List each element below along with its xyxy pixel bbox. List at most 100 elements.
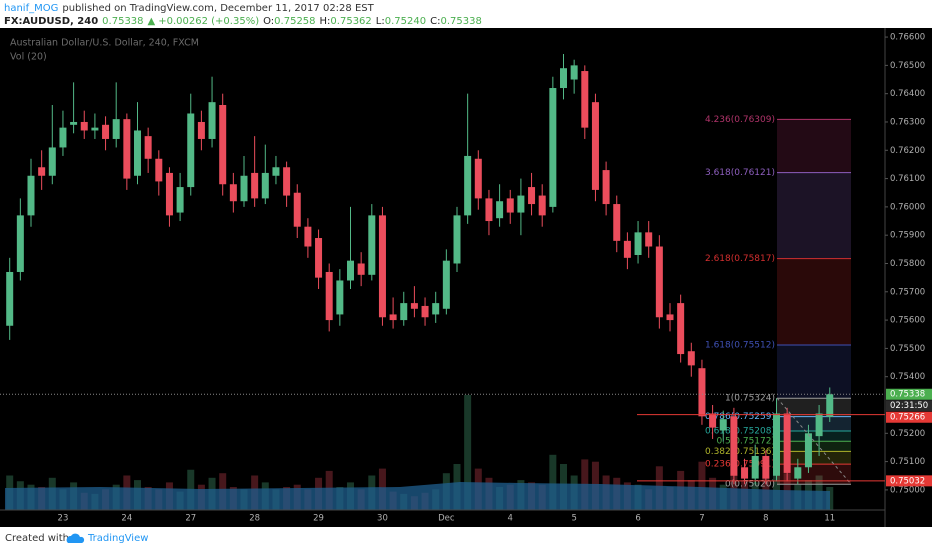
x-tick-label: 24 <box>121 514 132 524</box>
footer-brand[interactable]: TradingView <box>87 533 148 544</box>
candle-body <box>261 172 269 199</box>
x-tick-label: 4 <box>508 514 513 524</box>
candle-body <box>506 198 514 213</box>
candle-body <box>709 413 717 428</box>
candle-body <box>27 175 35 216</box>
countdown: 02:31:50 <box>890 401 928 411</box>
fib-label: 3.618(0.76121) <box>705 168 775 178</box>
volume-bar <box>464 395 472 510</box>
price-box-label: 0.75032 <box>890 476 925 486</box>
candle-body <box>80 121 88 131</box>
price-box <box>886 388 932 400</box>
open-value: 0.75258 <box>274 16 315 27</box>
candle-body <box>219 105 227 185</box>
tradingview-logo[interactable]: TradingView <box>66 533 149 544</box>
volume-bar <box>773 468 780 510</box>
candle-body <box>485 198 493 222</box>
logo-icon[interactable] <box>66 533 85 543</box>
candle-body <box>719 419 727 431</box>
price-box <box>886 411 932 423</box>
candle-body <box>410 303 418 309</box>
candle-body <box>272 167 280 176</box>
candle-body <box>240 175 248 202</box>
candles <box>6 54 834 485</box>
candle-body <box>826 394 834 417</box>
change-arrow: ▲ <box>148 16 156 27</box>
candle-body <box>591 102 599 190</box>
author[interactable]: hanif_MOG <box>4 3 58 14</box>
high-value: 0.75362 <box>330 16 371 27</box>
candle-body <box>176 187 184 213</box>
volume-ma-area <box>5 482 830 510</box>
y-tick-label: 0.76200 <box>890 146 925 156</box>
x-tick-label: 27 <box>185 514 196 524</box>
candle-body <box>528 187 536 205</box>
x-tick-label: 30 <box>377 514 388 524</box>
candle-body <box>432 303 440 315</box>
candle-body <box>102 124 110 139</box>
candle-body <box>730 416 738 476</box>
y-tick-label: 0.75400 <box>890 372 925 382</box>
y-tick-label: 0.75800 <box>890 259 925 269</box>
fib-label: 0.382(0.75136) <box>705 447 775 457</box>
candle-body <box>59 127 67 148</box>
y-tick-label: 0.75600 <box>890 316 925 326</box>
candle-body <box>304 226 312 247</box>
candle-body <box>389 314 397 321</box>
candle-body <box>357 263 365 275</box>
candle-body <box>645 232 653 247</box>
y-tick-label: 0.76300 <box>890 117 925 127</box>
candle-body <box>581 71 589 128</box>
fib-label: 4.236(0.76309) <box>705 115 775 125</box>
fib-trend-line <box>776 397 852 485</box>
x-tick-label: 28 <box>249 514 260 524</box>
candle-body <box>123 119 131 179</box>
candle-body <box>38 167 46 176</box>
candle-body <box>165 172 173 216</box>
symbol-description: Australian Dollar/U.S. Dollar, 240, FXCM <box>10 38 199 49</box>
y-tick-label: 0.76000 <box>890 202 925 212</box>
fib-band <box>777 451 851 465</box>
open-label: O: <box>263 16 274 27</box>
close-label: C: <box>430 16 440 27</box>
candle-body <box>400 303 408 321</box>
candle-body <box>634 232 642 255</box>
candle-body <box>229 184 237 202</box>
countdown-box <box>886 400 932 412</box>
candle-body <box>112 119 120 139</box>
candle-body <box>687 351 695 366</box>
candle-body <box>549 88 557 207</box>
axes: 0.76600 0.76500 0.76400 0.76300 0.76200 0.761… <box>0 28 932 527</box>
candle-body <box>538 195 546 216</box>
candle-body <box>16 215 24 272</box>
y-tick-label: 0.76500 <box>890 61 925 71</box>
x-tick-label: 7 <box>699 514 704 524</box>
y-tick-label: 0.76400 <box>890 89 925 99</box>
candle-body <box>48 147 56 176</box>
candle-body <box>677 303 685 355</box>
candle-body <box>517 195 525 213</box>
candle-body <box>283 167 291 196</box>
footer-text: Created with <box>5 533 69 544</box>
candle-body <box>442 260 450 309</box>
last-price: 0.75338 <box>102 16 143 27</box>
candle-body <box>144 136 152 159</box>
candle-body <box>655 246 663 318</box>
fib-label: 0.786(0.75259) <box>705 412 775 422</box>
x-tick-label: 11 <box>824 514 835 524</box>
candle-body <box>453 215 461 264</box>
candle-body <box>804 433 812 468</box>
candle-body <box>762 455 770 479</box>
candle-body <box>474 158 482 199</box>
y-tick-label: 0.75900 <box>890 231 925 241</box>
candle-body <box>560 68 567 89</box>
candle-body <box>815 413 823 437</box>
fib-label: 0.618(0.75208) <box>705 427 775 437</box>
candle-body <box>208 102 216 139</box>
candle-body <box>197 121 205 139</box>
candle-body <box>773 413 780 476</box>
x-tick-label: 29 <box>313 514 324 524</box>
candle-body <box>368 215 376 275</box>
fib-label: 1.618(0.75512) <box>705 341 775 351</box>
